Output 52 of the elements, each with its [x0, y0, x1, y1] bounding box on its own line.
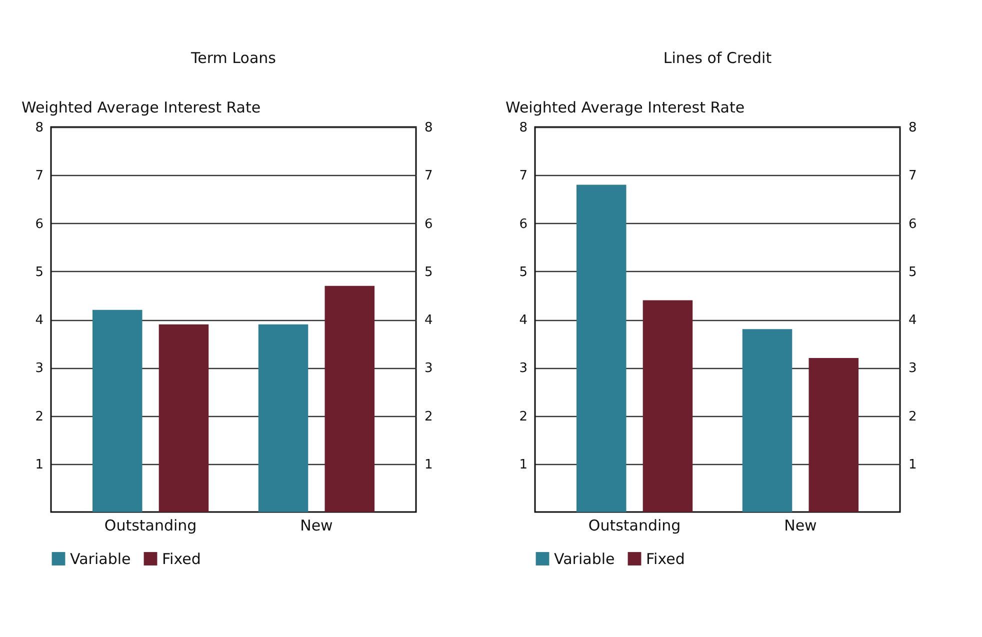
- y2-tick-label: 3: [908, 361, 917, 376]
- y2-tick-label: 7: [424, 168, 433, 184]
- y-axis-title: Weighted Average Interest Rate: [506, 98, 745, 116]
- y-tick-label: 8: [35, 120, 44, 136]
- y2-tick-label: 6: [908, 216, 917, 232]
- y2-tick-label: 1: [424, 457, 433, 472]
- y-tick-label: 5: [519, 264, 528, 280]
- y-tick-label: 8: [519, 120, 528, 136]
- y-tick-label: 2: [519, 409, 528, 424]
- chart-title: Term Loans: [190, 49, 276, 67]
- legend-label: Fixed: [646, 550, 685, 568]
- y2-tick-label: 6: [424, 216, 433, 232]
- y2-tick-label: 7: [908, 168, 917, 184]
- y2-tick-label: 2: [908, 409, 917, 424]
- y-tick-label: 6: [35, 216, 44, 232]
- y2-tick-label: 2: [424, 409, 433, 424]
- y2-tick-label: 8: [424, 120, 433, 136]
- y-tick-label: 4: [519, 313, 528, 328]
- chart-title: Lines of Credit: [663, 49, 772, 67]
- x-tick-label: Outstanding: [104, 516, 197, 534]
- legend-label: Variable: [70, 550, 131, 568]
- y-tick-label: 2: [35, 409, 44, 424]
- bar: [324, 286, 375, 512]
- legend-label: Variable: [554, 550, 615, 568]
- bar: [576, 184, 626, 512]
- y-tick-label: 5: [35, 264, 44, 280]
- y-tick-label: 7: [35, 168, 44, 184]
- y2-tick-label: 3: [424, 361, 433, 376]
- y-tick-label: 1: [519, 457, 528, 472]
- legend-label: Fixed: [162, 550, 201, 568]
- y-axis-title: Weighted Average Interest Rate: [22, 98, 261, 116]
- x-tick-label: New: [300, 516, 333, 534]
- y2-tick-label: 5: [908, 264, 917, 280]
- bar: [258, 324, 308, 512]
- bar: [642, 300, 693, 512]
- y-tick-label: 6: [519, 216, 528, 232]
- y-tick-label: 1: [35, 457, 44, 472]
- bar: [808, 358, 859, 512]
- y2-tick-label: 1: [908, 457, 917, 472]
- bar: [92, 310, 142, 512]
- y2-tick-label: 4: [424, 313, 433, 328]
- y-tick-label: 3: [519, 361, 528, 376]
- y-tick-label: 3: [35, 361, 44, 376]
- y-tick-label: 4: [35, 313, 44, 328]
- x-tick-label: Outstanding: [588, 516, 681, 534]
- bar: [742, 329, 792, 512]
- y2-tick-label: 5: [424, 264, 433, 280]
- bar: [158, 324, 209, 512]
- x-tick-label: New: [784, 516, 817, 534]
- y2-tick-label: 4: [908, 313, 917, 328]
- y-tick-label: 7: [519, 168, 528, 184]
- y2-tick-label: 8: [908, 120, 917, 136]
